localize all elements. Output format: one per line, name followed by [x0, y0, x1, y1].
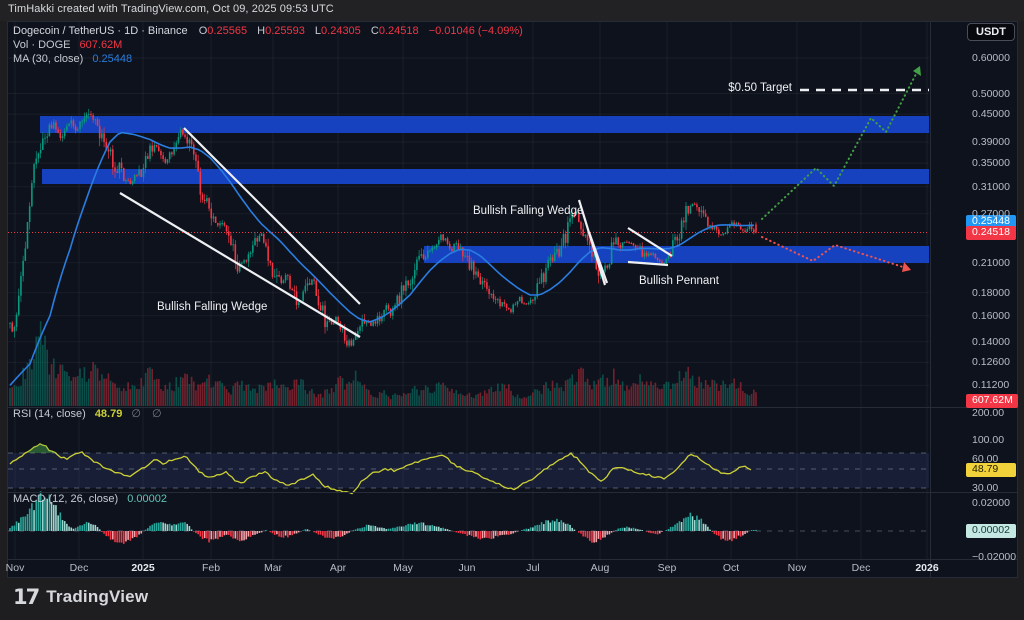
price-tick-label: 0.12600: [972, 356, 1010, 369]
time-tick-label: 2026: [915, 562, 939, 574]
chart-frame: [7, 21, 1018, 578]
time-tick-label: Feb: [201, 562, 221, 574]
attribution-text: TimHakki created with TradingView.com, O…: [8, 3, 334, 15]
price-tick-label: 0.27000: [972, 207, 1010, 220]
attribution-bar: TimHakki created with TradingView.com, O…: [0, 0, 1024, 21]
rsi-tick-label: 60.00: [972, 453, 999, 465]
rsi-tick-label: 200.00: [972, 407, 1005, 419]
macd-tick-label: 0.02000: [972, 497, 1010, 509]
macd-tick-label: −0.02000: [972, 551, 1017, 563]
time-tick-label: Apr: [329, 562, 347, 574]
trendline: [587, 231, 609, 284]
time-tick-label: Nov: [5, 562, 25, 574]
tradingview-mark-icon: 17: [13, 585, 40, 609]
chart-canvas[interactable]: [7, 21, 1018, 578]
price-tick-label: 0.31000: [972, 180, 1010, 193]
axis-badge: 0.24518: [966, 226, 1016, 240]
time-tick-label: May: [393, 562, 413, 574]
time-tick-label: Dec: [851, 562, 871, 574]
ma-line: [9, 131, 755, 386]
rsi-line: [9, 443, 752, 495]
price-tick-label: 0.39000: [972, 136, 1010, 148]
price-tick-label: 0.21000: [972, 256, 1010, 269]
price-tick-label: 0.16000: [972, 309, 1010, 322]
time-tick-label: Oct: [722, 562, 740, 574]
price-tick-label: 0.18000: [972, 286, 1010, 299]
rsi-tick-label: 100.00: [972, 434, 1005, 446]
trendline: [627, 227, 673, 257]
time-tick-label: Sep: [657, 562, 677, 574]
time-tick-label: Mar: [263, 562, 283, 574]
price-tick-label: 0.45000: [972, 108, 1010, 121]
trendline: [183, 127, 361, 305]
price-tick-label: 0.14000: [972, 335, 1010, 348]
tradingview-logo[interactable]: 17 TradingView: [13, 585, 149, 609]
axis-badge: 48.79: [966, 463, 1016, 477]
currency-toggle-button[interactable]: USDT: [967, 23, 1015, 41]
time-tick-label: 2025: [131, 562, 155, 574]
time-tick-label: Jun: [458, 562, 476, 574]
macd-layer: [9, 491, 757, 544]
axis-badge: 0.25448: [966, 215, 1016, 229]
price-tick-label: 0.11200: [972, 379, 1010, 392]
price-tick-label: 0.60000: [972, 52, 1010, 64]
tradingview-wordmark: TradingView: [46, 587, 149, 606]
volume-layer: [9, 321, 757, 406]
trendline: [627, 260, 669, 267]
time-tick-label: Jul: [526, 562, 540, 574]
time-tick-label: Aug: [590, 562, 610, 574]
time-tick-label: Nov: [787, 562, 807, 574]
time-tick-label: Dec: [69, 562, 89, 574]
price-tick-label: 0.50000: [972, 87, 1010, 100]
axis-badge: 0.00002: [966, 524, 1016, 538]
trendline: [119, 192, 361, 338]
axis-badge: 607.62M: [966, 394, 1018, 408]
rsi-tick-label: 30.00: [972, 482, 999, 494]
price-tick-label: 0.35000: [972, 157, 1010, 170]
